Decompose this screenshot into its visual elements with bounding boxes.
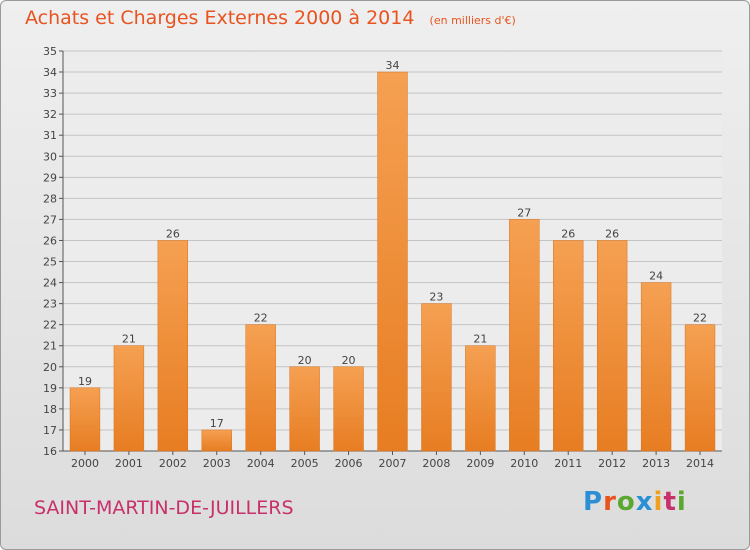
bar-2007 <box>377 71 408 452</box>
y-tick-label: 34 <box>43 66 57 79</box>
y-tick-label: 26 <box>43 234 57 247</box>
x-tick-label-2002: 2002 <box>159 457 187 470</box>
y-tick-label: 23 <box>43 298 57 311</box>
bar-2012 <box>596 240 628 452</box>
chart-subtitle: (en milliers d'€) <box>429 14 516 27</box>
data-label-2008: 23 <box>429 291 443 304</box>
logo-letter: r <box>603 487 617 517</box>
data-label-2001: 21 <box>122 333 136 346</box>
bar-2008 <box>421 303 452 452</box>
y-tick-label: 20 <box>43 361 57 374</box>
y-tick-label: 28 <box>43 192 57 205</box>
x-tick-label-2003: 2003 <box>203 457 231 470</box>
bar-2005 <box>289 366 320 452</box>
logo-letter: i <box>653 487 664 517</box>
y-tick-label: 32 <box>43 108 57 121</box>
y-tick-label: 33 <box>43 87 57 100</box>
x-tick-label-2006: 2006 <box>335 457 363 470</box>
data-label-2009: 21 <box>473 333 487 346</box>
bar-2013 <box>640 282 672 452</box>
proxiti-logo: Proxiti <box>583 487 687 517</box>
x-tick-label-2000: 2000 <box>71 457 99 470</box>
x-tick-label-2014: 2014 <box>686 457 714 470</box>
x-tick-label-2005: 2005 <box>291 457 319 470</box>
bar-2001 <box>113 345 145 452</box>
y-tick-label: 29 <box>43 171 57 184</box>
data-label-2007: 34 <box>386 59 400 72</box>
y-tick-label: 24 <box>43 277 57 290</box>
data-label-2000: 19 <box>78 375 92 388</box>
bar-2003 <box>201 429 232 452</box>
bar-2000 <box>69 387 101 452</box>
y-tick-label: 16 <box>43 445 57 458</box>
y-tick-label: 21 <box>43 340 57 353</box>
x-tick-label-2008: 2008 <box>422 457 450 470</box>
bar-2014 <box>684 324 716 452</box>
data-label-2003: 17 <box>210 417 224 430</box>
bar-2006 <box>333 366 364 452</box>
data-label-2002: 26 <box>166 227 180 240</box>
y-tick-label: 22 <box>43 319 57 332</box>
data-label-2004: 22 <box>254 312 268 325</box>
x-tick-label-2012: 2012 <box>598 457 626 470</box>
data-label-2011: 26 <box>561 227 575 240</box>
y-tick-label: 17 <box>43 424 57 437</box>
bar-2011 <box>553 240 584 452</box>
y-tick-label: 30 <box>43 150 57 163</box>
x-tick-label-2010: 2010 <box>510 457 538 470</box>
bar-2002 <box>157 240 189 452</box>
x-tick-label-2004: 2004 <box>247 457 275 470</box>
x-tick-label-2013: 2013 <box>642 457 670 470</box>
y-tick-label: 19 <box>43 382 57 395</box>
chart-title: Achats et Charges Externes 2000 à 2014 <box>25 7 415 29</box>
data-label-2013: 24 <box>649 270 663 283</box>
logo-letter: P <box>583 487 604 517</box>
data-label-2014: 22 <box>693 312 707 325</box>
data-label-2005: 20 <box>298 354 312 367</box>
x-tick-label-2009: 2009 <box>466 457 494 470</box>
bar-2004 <box>245 324 276 452</box>
labels: 16 17 18 19 20 21 22 23 24 25 26 27 28 29 30 31 32 33 34 35… <box>43 45 714 470</box>
title-row: Achats et Charges Externes 2000 à 2014 (… <box>25 7 516 29</box>
bars <box>69 71 716 452</box>
data-label-2010: 27 <box>517 206 531 219</box>
logo-letter: i <box>676 487 687 517</box>
x-tick-label-2007: 2007 <box>379 457 407 470</box>
logo-letter: t <box>663 487 677 517</box>
location-name: SAINT-MARTIN-DE-JUILLERS <box>34 497 294 519</box>
y-tick-label: 31 <box>43 129 57 142</box>
logo-letter: x <box>635 487 654 517</box>
x-tick-label-2011: 2011 <box>554 457 582 470</box>
bar-2009 <box>465 345 496 452</box>
logo-letter: o <box>616 487 636 517</box>
y-tick-label: 35 <box>43 45 57 58</box>
y-tick-label: 25 <box>43 256 57 269</box>
bar-2010 <box>509 219 540 452</box>
data-label-2006: 20 <box>342 354 356 367</box>
data-label-2012: 26 <box>605 227 619 240</box>
y-tick-label: 18 <box>43 403 57 416</box>
y-tick-label: 27 <box>43 213 57 226</box>
x-tick-label-2001: 2001 <box>115 457 143 470</box>
